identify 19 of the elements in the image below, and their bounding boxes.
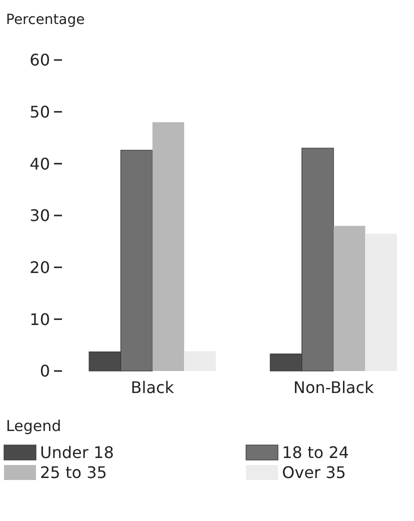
y-tick-label: 20 — [30, 258, 50, 277]
y-tick-label: 30 — [30, 206, 50, 226]
y-axis-title: Percentage — [6, 12, 85, 28]
y-tick-label: 50 — [30, 102, 50, 122]
x-tick-label: Black — [130, 378, 175, 397]
bar — [365, 234, 397, 371]
legend-label: 25 to 35 — [40, 463, 107, 482]
y-tick-label: 60 — [30, 50, 50, 70]
x-tick-label: Non-Black — [293, 378, 374, 397]
legend-title: Legend — [6, 417, 62, 435]
bar — [184, 351, 216, 371]
legend-label: Under 18 — [40, 443, 114, 462]
legend-label: Over 35 — [282, 463, 346, 482]
y-tick-label: 0 — [40, 362, 50, 381]
legend-label: 18 to 24 — [282, 443, 349, 462]
y-tick-label: 10 — [30, 310, 50, 329]
bar — [152, 122, 184, 371]
y-tick-label: 40 — [30, 154, 50, 174]
bar — [334, 226, 366, 371]
